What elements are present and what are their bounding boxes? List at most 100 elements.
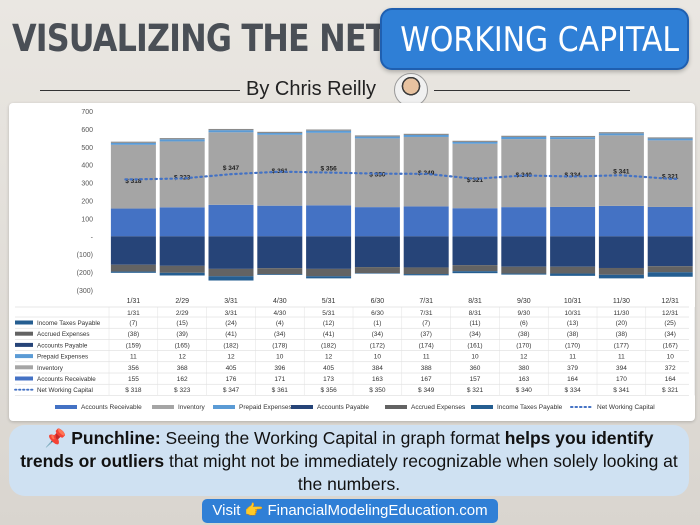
legend-swatch <box>385 405 407 409</box>
bar-inventory <box>647 140 693 207</box>
bar-accounts-receivable <box>257 205 303 237</box>
bar-accounts-payable <box>501 236 547 267</box>
table-cell: 380 <box>518 365 529 372</box>
table-cell: (165) <box>175 342 190 349</box>
bar-accounts-receivable <box>403 206 449 237</box>
bar-accrued-expenses <box>452 265 498 272</box>
bar-income-taxes-payable <box>208 276 254 281</box>
legend-swatch <box>291 405 313 409</box>
bar-accounts-payable <box>403 236 449 268</box>
legend-label: Accounts Payable <box>317 404 369 411</box>
bar-accounts-payable <box>354 236 400 268</box>
bar-income-taxes-payable <box>110 271 156 273</box>
y-tick-label: 400 <box>81 163 93 170</box>
x-tick-label: 2/29 <box>175 298 189 305</box>
table-cell: (7) <box>422 320 430 327</box>
table-cell: (38) <box>518 331 530 338</box>
table-header-cell: 2/29 <box>176 310 189 317</box>
table-header-cell: 4/30 <box>273 310 286 317</box>
table-cell: 164 <box>567 376 578 383</box>
table-cell: $ 321 <box>467 387 484 394</box>
table-cell: (34) <box>664 331 676 338</box>
table-cell: (15) <box>176 320 188 327</box>
table-cell: (11) <box>469 320 480 327</box>
table-cell: 157 <box>470 376 481 383</box>
table-cell: 176 <box>226 376 237 383</box>
bar-accounts-receivable <box>208 204 254 237</box>
table-cell: (174) <box>419 342 434 349</box>
table-cell: 11 <box>569 354 576 361</box>
bar-accrued-expenses <box>159 265 205 273</box>
bar-top-edge <box>452 140 498 142</box>
table-cell: (24) <box>225 320 237 327</box>
bar-inventory <box>208 132 254 205</box>
bar-prepaid-expenses <box>306 130 352 133</box>
bar-top-edge <box>208 128 254 131</box>
table-cell: 10 <box>374 354 382 361</box>
x-tick-label: 11/30 <box>613 298 630 305</box>
bar-accounts-payable <box>257 236 303 269</box>
website-url[interactable]: FinancialModelingEducation.com <box>267 502 488 519</box>
bar-income-taxes-payable <box>647 272 693 277</box>
bar-accounts-receivable <box>550 206 596 237</box>
bar-accounts-receivable <box>306 205 352 237</box>
table-cell: (34) <box>372 331 384 338</box>
table-cell: 170 <box>616 376 627 383</box>
visit-link[interactable]: Visit 👉 FinancialModelingEducation.com <box>202 499 498 523</box>
y-tick-label: - <box>91 234 94 241</box>
bar-accounts-payable <box>110 236 156 265</box>
legend-label: Inventory <box>178 404 205 411</box>
bar-top-edge <box>257 131 303 134</box>
table-header-cell: 6/30 <box>371 310 384 317</box>
bar-inventory <box>598 135 644 206</box>
bar-income-taxes-payable <box>550 273 596 276</box>
legend-label: Accounts Receivable <box>81 404 142 411</box>
table-cell: $ 341 <box>613 387 630 394</box>
table-cell: (161) <box>467 342 482 349</box>
table-cell: 372 <box>665 365 676 372</box>
bar-accrued-expenses <box>306 268 352 277</box>
table-cell: 11 <box>618 354 625 361</box>
bar-accrued-expenses <box>403 267 449 275</box>
table-cell: 405 <box>323 365 334 372</box>
y-tick-label: 500 <box>81 145 93 152</box>
table-row-label: Accounts Receivable <box>37 376 96 383</box>
bar-accounts-receivable <box>354 207 400 237</box>
bar-prepaid-expenses <box>354 136 400 139</box>
visit-label: Visit <box>212 502 241 519</box>
nwc-data-label: $ 350 <box>369 172 386 179</box>
bar-top-edge <box>354 135 400 137</box>
legend-label: Income Taxes Payable <box>497 404 563 411</box>
x-tick-label: 5/31 <box>322 298 336 305</box>
bar-accounts-payable <box>647 236 693 267</box>
legend-label: Net Working Capital <box>597 404 655 411</box>
table-cell: 368 <box>177 365 188 372</box>
bar-inventory <box>159 141 205 208</box>
byline-rule-right <box>434 90 630 91</box>
nwc-data-label: $ 347 <box>223 165 240 172</box>
table-cell: 388 <box>421 365 432 372</box>
table-cell: $ 361 <box>272 387 289 394</box>
byline-rule-left <box>40 90 240 91</box>
bar-accrued-expenses <box>647 266 693 273</box>
table-cell: 11 <box>130 354 137 361</box>
bar-inventory <box>306 132 352 206</box>
table-cell: 360 <box>470 365 481 372</box>
bar-accounts-receivable <box>159 207 205 237</box>
nwc-data-label: $ 341 <box>613 168 630 175</box>
table-row-label: Income Taxes Payable <box>37 320 101 327</box>
bar-inventory <box>550 139 596 207</box>
page-title: VISUALIZING THE NET <box>12 17 387 60</box>
table-cell: 10 <box>276 354 284 361</box>
bar-accrued-expenses <box>110 264 156 272</box>
table-legend-key <box>15 331 33 336</box>
x-tick-label: 7/31 <box>419 298 433 305</box>
x-tick-label: 12/31 <box>661 298 679 305</box>
bar-income-taxes-payable <box>403 274 449 276</box>
bar-accounts-payable <box>306 236 352 269</box>
bar-accrued-expenses <box>257 268 303 275</box>
table-cell: (25) <box>664 320 676 327</box>
x-tick-label: 4/30 <box>273 298 287 305</box>
table-legend-key <box>15 365 33 370</box>
bar-income-taxes-payable <box>501 273 547 275</box>
